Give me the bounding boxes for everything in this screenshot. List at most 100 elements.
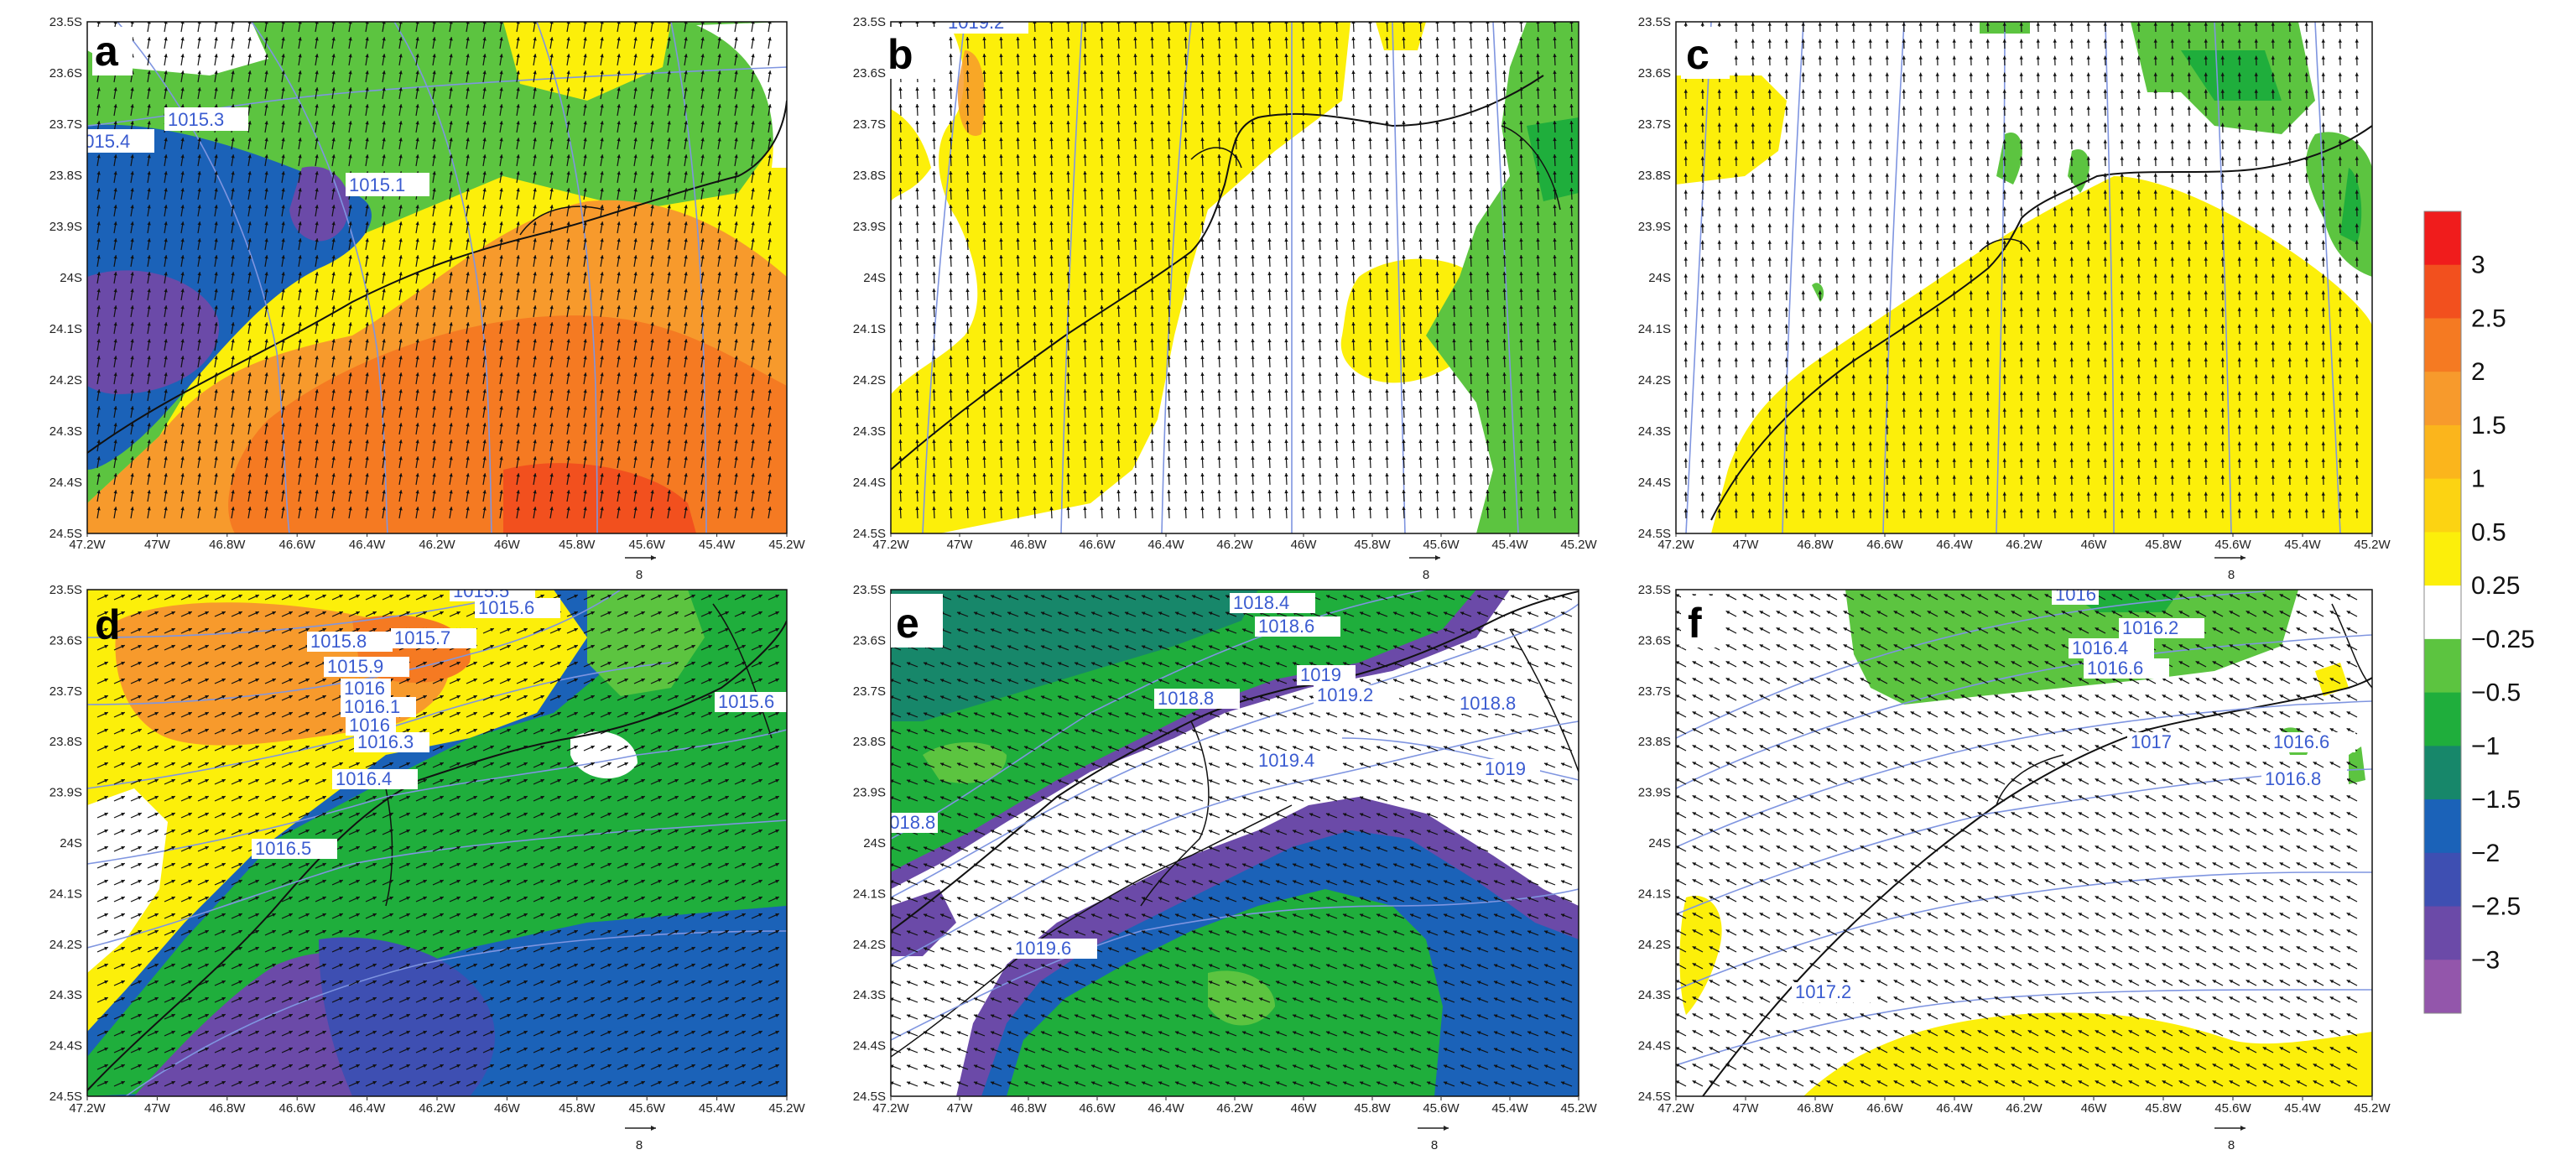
wind-vector-head <box>348 507 352 511</box>
wind-vector-head <box>365 255 369 259</box>
wind-vector-head <box>1418 205 1423 209</box>
wind-vector-head <box>898 238 903 242</box>
wind-vector-head <box>1402 289 1406 293</box>
wind-vector-head <box>1251 37 1255 41</box>
wind-vector-head <box>932 121 936 125</box>
wind-vector-head <box>965 440 970 444</box>
wind-vector-head <box>1351 221 1356 226</box>
wind-vector-head <box>1150 356 1154 360</box>
wind-vector-head <box>348 372 352 377</box>
wind-vector-head <box>1351 322 1356 326</box>
wind-vector-head <box>965 423 970 427</box>
wind-vector-head <box>533 440 537 444</box>
wind-vector-head <box>1016 70 1020 75</box>
wind-vector-head <box>1536 305 1540 310</box>
wind-vector-head <box>566 356 570 360</box>
wind-vector-head <box>1569 37 1574 41</box>
wind-vector-head <box>1452 440 1456 444</box>
wind-vector-head <box>1418 372 1423 377</box>
wind-vector-head <box>398 423 403 427</box>
wind-vector-head <box>382 389 386 393</box>
wind-vector-head <box>298 205 302 209</box>
wind-vector-head <box>516 188 520 192</box>
wind-vector-head <box>734 205 738 209</box>
wind-vector-head <box>1049 154 1054 159</box>
wind-vector-head <box>281 356 285 360</box>
wind-vector-head <box>415 372 419 377</box>
wind-vector-head <box>1402 138 1406 142</box>
wind-vector-head <box>633 456 637 460</box>
wind-vector-head <box>1536 356 1540 360</box>
wind-vector-head <box>533 154 537 159</box>
wind-vector-head <box>700 356 705 360</box>
wind-vector-head <box>247 490 252 494</box>
wind-vector-head <box>1200 289 1205 293</box>
wind-vector-head <box>264 205 268 209</box>
wind-vector-head <box>1049 356 1054 360</box>
wind-vector-head <box>667 154 671 159</box>
wind-vector-head <box>516 423 520 427</box>
wind-vector-head <box>482 205 487 209</box>
wind-vector-head <box>717 104 721 108</box>
wind-vector-head <box>482 372 487 377</box>
wind-vector-head <box>96 440 101 444</box>
wind-vector-head <box>1452 406 1456 410</box>
wind-vector-head <box>1267 272 1272 276</box>
wind-vector-head <box>516 121 520 125</box>
wind-vector-head <box>583 188 587 192</box>
wind-vector-head <box>147 339 151 343</box>
wind-vector-head <box>1351 37 1356 41</box>
wind-vector-head <box>180 188 185 192</box>
wind-vector-head <box>1368 221 1372 226</box>
wind-vector-head <box>516 372 520 377</box>
wind-vector-head <box>1301 440 1305 444</box>
wind-vector-head <box>633 171 637 175</box>
wind-vector-head <box>96 490 101 494</box>
wind-vector-head <box>600 171 604 175</box>
wind-vector-head <box>650 37 654 41</box>
wind-vector-head <box>466 70 470 75</box>
wind-vector-head <box>1016 171 1020 175</box>
wind-vector-head <box>1502 238 1507 242</box>
wind-vector-head <box>247 356 252 360</box>
wind-vector-head <box>1385 238 1389 242</box>
wind-vector-head <box>1150 305 1154 310</box>
wind-vector-head <box>516 87 520 91</box>
wind-vector-head <box>482 104 487 108</box>
wind-vector-head <box>999 372 1003 377</box>
wind-vector-head <box>113 473 117 477</box>
wind-vector-head <box>1066 171 1070 175</box>
wind-vector-head <box>1184 104 1188 108</box>
wind-vector-head <box>1267 406 1272 410</box>
wind-vector-head <box>147 154 151 159</box>
wind-vector-head <box>999 406 1003 410</box>
panel-a-letter: a <box>95 28 119 75</box>
wind-vector-head <box>717 70 721 75</box>
wind-vector-head <box>1335 456 1339 460</box>
wind-vector-head <box>583 221 587 226</box>
wind-vector-head <box>1519 440 1523 444</box>
wind-vector-head <box>1267 221 1272 226</box>
wind-vector-head <box>1519 255 1523 259</box>
wind-vector-head <box>1251 389 1255 393</box>
wind-vector-head <box>1083 456 1087 460</box>
wind-vector-head <box>1502 37 1507 41</box>
wind-vector-head <box>583 205 587 209</box>
wind-vector-head <box>415 473 419 477</box>
wind-vector-head <box>348 154 352 159</box>
wind-vector-head <box>1301 255 1305 259</box>
wind-vector-head <box>1553 322 1557 326</box>
wind-vector-head <box>331 154 336 159</box>
wind-vector-head <box>1469 356 1473 360</box>
wind-vector-head <box>566 272 570 276</box>
wind-vector-head <box>1402 372 1406 377</box>
wind-vector-head <box>365 423 369 427</box>
wind-vector-head <box>751 289 755 293</box>
wind-vector-head <box>214 289 218 293</box>
wind-vector-head <box>1536 490 1540 494</box>
wind-vector-head <box>1100 305 1104 310</box>
wind-vector-head <box>432 37 436 41</box>
wind-vector-head <box>1351 423 1356 427</box>
wind-vector-head <box>965 221 970 226</box>
wind-vector-head <box>264 272 268 276</box>
